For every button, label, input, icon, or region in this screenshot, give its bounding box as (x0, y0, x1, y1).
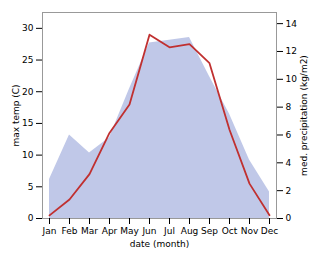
svg-text:Jun: Jun (141, 226, 156, 236)
svg-text:8: 8 (286, 102, 292, 112)
svg-text:0: 0 (286, 213, 292, 223)
svg-text:0: 0 (28, 213, 34, 223)
svg-text:Nov: Nov (241, 226, 259, 236)
svg-text:25: 25 (22, 55, 33, 65)
svg-text:30: 30 (22, 23, 34, 33)
svg-text:4: 4 (286, 158, 292, 168)
svg-text:max temp (C): max temp (C) (11, 84, 21, 146)
svg-text:12: 12 (286, 46, 297, 56)
svg-text:Mar: Mar (81, 226, 98, 236)
svg-text:5: 5 (28, 182, 34, 192)
svg-text:Aug: Aug (181, 226, 199, 236)
svg-text:Jul: Jul (163, 226, 175, 236)
svg-text:6: 6 (286, 130, 292, 140)
svg-text:May: May (120, 226, 139, 236)
svg-text:Feb: Feb (62, 226, 78, 236)
svg-text:2: 2 (286, 186, 292, 196)
svg-text:Apr: Apr (102, 226, 118, 236)
svg-text:Jan: Jan (42, 226, 57, 236)
svg-text:10: 10 (22, 150, 34, 160)
svg-text:Oct: Oct (222, 226, 238, 236)
svg-text:14: 14 (286, 19, 298, 29)
svg-text:15: 15 (22, 118, 33, 128)
svg-text:20: 20 (22, 87, 34, 97)
svg-text:Sep: Sep (201, 226, 218, 236)
svg-text:Dec: Dec (261, 226, 278, 236)
svg-text:date (month): date (month) (130, 239, 189, 249)
svg-text:10: 10 (286, 74, 298, 84)
svg-text:med. precipitation (kg/m2): med. precipitation (kg/m2) (299, 55, 309, 176)
